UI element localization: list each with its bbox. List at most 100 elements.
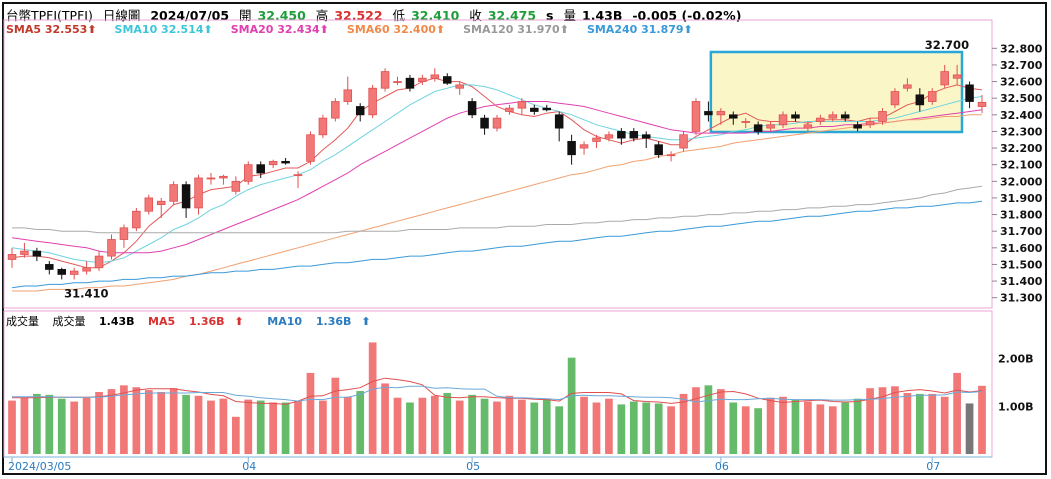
quote-date: 2024/07/05	[150, 8, 230, 23]
volume-bar	[194, 395, 203, 454]
volume-bar	[455, 400, 464, 454]
volume-ma10-line	[12, 385, 983, 403]
x-tick-label: 07	[926, 460, 940, 473]
volume-bar	[356, 391, 365, 454]
x-tick-label: 04	[242, 460, 256, 473]
volume-bar	[940, 396, 949, 454]
candle-body	[244, 164, 253, 182]
candle-body	[865, 121, 875, 126]
candle-body	[355, 106, 365, 116]
candle-body	[878, 111, 887, 122]
candle-body	[729, 114, 738, 119]
high-label: 高	[315, 8, 329, 23]
volume-bar	[891, 386, 899, 454]
sma120-line	[12, 185, 983, 234]
candle-body	[82, 267, 91, 272]
low-label: 低	[392, 8, 406, 23]
ma10-value: 1.36B	[315, 315, 352, 328]
volume-bar	[430, 395, 439, 454]
candle-body	[816, 117, 825, 122]
candle-body	[181, 184, 191, 209]
volume-bar	[169, 388, 178, 454]
candle-body	[903, 84, 912, 89]
price-tick-label: 32.100	[1000, 159, 1043, 172]
candle-body	[940, 71, 949, 86]
ma5-arrow: ⬆	[234, 315, 244, 328]
volume-bar	[530, 402, 539, 454]
candle-body	[741, 121, 750, 123]
candle-body	[119, 227, 129, 240]
candle-body	[554, 114, 564, 129]
volume-bar	[816, 404, 825, 454]
candle-body	[219, 175, 228, 179]
candle-body	[132, 210, 141, 229]
volume-bar	[368, 342, 377, 454]
volume-bar	[443, 392, 452, 454]
candle-body	[293, 174, 303, 177]
candle-body	[343, 89, 353, 102]
volume-bar	[654, 403, 663, 454]
quote-header: 台幣TPFI(TPFI) 日線圖 2024/07/05 開 32.450 高 32.…	[6, 5, 747, 24]
candle-body	[604, 134, 614, 139]
close-label: 收	[469, 8, 482, 23]
price-tick-label: 32.600	[1000, 76, 1043, 89]
volume-value: 1.43B	[582, 8, 623, 23]
ma5-label: MA5	[148, 315, 176, 328]
volume-bar	[804, 401, 812, 454]
price-tick-label: 32.800	[1000, 42, 1043, 55]
volume-bar	[57, 398, 66, 454]
candle-body	[617, 131, 626, 139]
volume-bar	[679, 393, 688, 454]
volume-bar	[269, 402, 278, 454]
volume-bar	[667, 406, 675, 454]
candle-body	[542, 107, 551, 111]
volume-bar	[567, 357, 576, 454]
candle-body	[156, 200, 166, 205]
volume-bar	[493, 401, 501, 454]
volume-bar	[779, 396, 787, 454]
volume-bar	[20, 397, 29, 454]
volume-legend: 成交量 成交量 1.43B MA5 1.36B ⬆ MA10 1.36B ⬆	[6, 313, 391, 329]
volume-bar	[629, 401, 638, 454]
candle-body	[194, 177, 203, 209]
candle-body	[952, 74, 962, 79]
low-annotation: 31.410	[64, 286, 108, 300]
candle-body	[666, 154, 676, 157]
sma-legend: SMA5 32.553⬆ SMA10 32.514⬆ SMA20 32.434⬆ SM…	[6, 23, 711, 36]
price-tick-label: 32.200	[1000, 142, 1043, 155]
candle-body	[231, 180, 241, 192]
unit-label: s	[546, 8, 554, 23]
close-value: 32.475	[487, 8, 537, 23]
candle-body	[169, 184, 178, 202]
volume-bar	[244, 399, 253, 454]
high-value: 32.522	[334, 8, 383, 23]
volume-bar	[468, 394, 476, 454]
candle-body	[840, 114, 850, 119]
candle-body	[443, 76, 452, 84]
volume-bar	[828, 406, 837, 454]
sma-legend-item-sma5: SMA5 32.553⬆	[6, 23, 97, 36]
volume-bar	[580, 396, 588, 454]
candle-body	[890, 91, 900, 106]
volume-bar	[393, 397, 402, 454]
volume-bar	[207, 400, 215, 454]
volume-bar	[331, 377, 340, 454]
candle-body	[20, 250, 29, 255]
ma10-label: MA10	[267, 315, 303, 328]
candle-body	[691, 101, 701, 132]
candle-body	[928, 91, 937, 102]
volume-bar	[406, 402, 414, 454]
volume-bar	[592, 402, 601, 454]
price-tick-label: 31.800	[1000, 209, 1043, 222]
candle-body	[492, 117, 502, 129]
x-tick-label: 2024/03/05	[8, 460, 71, 473]
price-tick-label: 32.700	[1000, 59, 1043, 72]
period-label: 日線圖	[102, 8, 141, 23]
price-tick-label: 31.400	[1000, 275, 1043, 288]
price-tick-label: 31.500	[1000, 258, 1043, 271]
volume-bar	[45, 394, 54, 454]
volume-bar	[70, 401, 79, 454]
volume-bar	[617, 404, 626, 454]
candle-body	[592, 137, 601, 142]
